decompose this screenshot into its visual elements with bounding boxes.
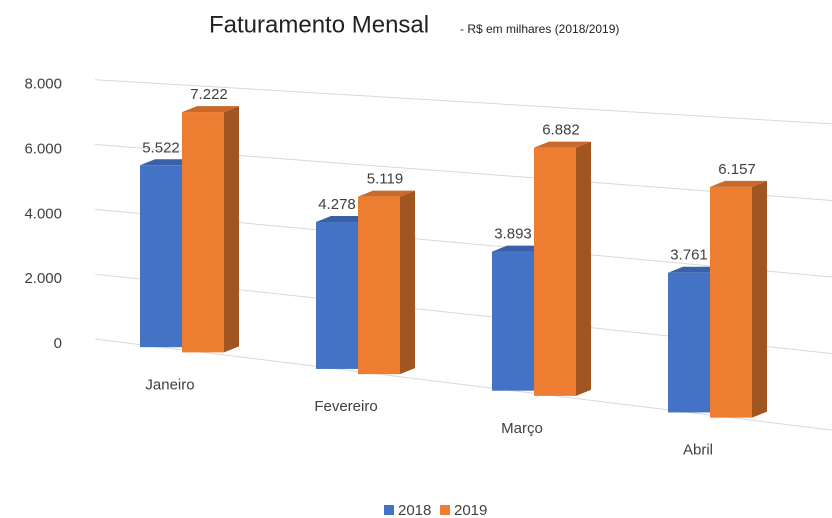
x-tick-label: Março <box>501 420 543 437</box>
legend-label: 2019 <box>454 502 487 518</box>
legend-swatch <box>384 505 394 515</box>
bar-top <box>534 141 591 148</box>
bar-side <box>752 180 767 418</box>
bar-front <box>710 186 752 418</box>
grid-line <box>94 79 832 125</box>
bar-top <box>358 190 415 197</box>
chart-title: Faturamento Mensal <box>209 11 429 38</box>
y-tick-label: 4.000 <box>24 205 62 222</box>
bar-front <box>182 112 224 353</box>
bar-front <box>316 222 358 369</box>
bar-side <box>576 141 591 396</box>
data-label: 3.893 <box>494 226 532 243</box>
bar <box>182 106 239 353</box>
y-tick-label: 0 <box>54 335 62 352</box>
bar-side <box>400 190 415 375</box>
bar-front <box>492 251 534 391</box>
bar-front <box>140 165 182 348</box>
y-tick-label: 6.000 <box>24 140 62 157</box>
bar <box>710 180 767 418</box>
legend-swatch <box>440 505 450 515</box>
data-label: 5.119 <box>367 171 403 188</box>
x-tick-label: Fevereiro <box>314 398 377 415</box>
x-tick-label: Abril <box>683 442 713 459</box>
bar-front <box>358 196 400 375</box>
data-label: 5.522 <box>142 139 180 156</box>
bar <box>358 190 415 375</box>
chart-subtitle: - R$ em milhares (2018/2019) <box>460 22 619 36</box>
bar-side <box>224 106 239 353</box>
data-label: 3.761 <box>670 247 708 264</box>
x-tick-label: Janeiro <box>145 376 194 393</box>
y-tick-label: 2.000 <box>24 270 62 287</box>
bar <box>534 141 591 396</box>
bar-top <box>710 180 767 187</box>
bar-front <box>534 147 576 396</box>
data-label: 4.278 <box>318 196 356 213</box>
grid-line <box>94 338 832 431</box>
bar-top <box>182 106 239 113</box>
data-label: 6.882 <box>542 122 580 139</box>
bar-front <box>668 272 710 413</box>
data-label: 6.157 <box>718 161 756 178</box>
data-label: 7.222 <box>190 86 228 103</box>
legend-label: 2018 <box>398 502 431 518</box>
y-tick-label: 8.000 <box>24 76 62 93</box>
